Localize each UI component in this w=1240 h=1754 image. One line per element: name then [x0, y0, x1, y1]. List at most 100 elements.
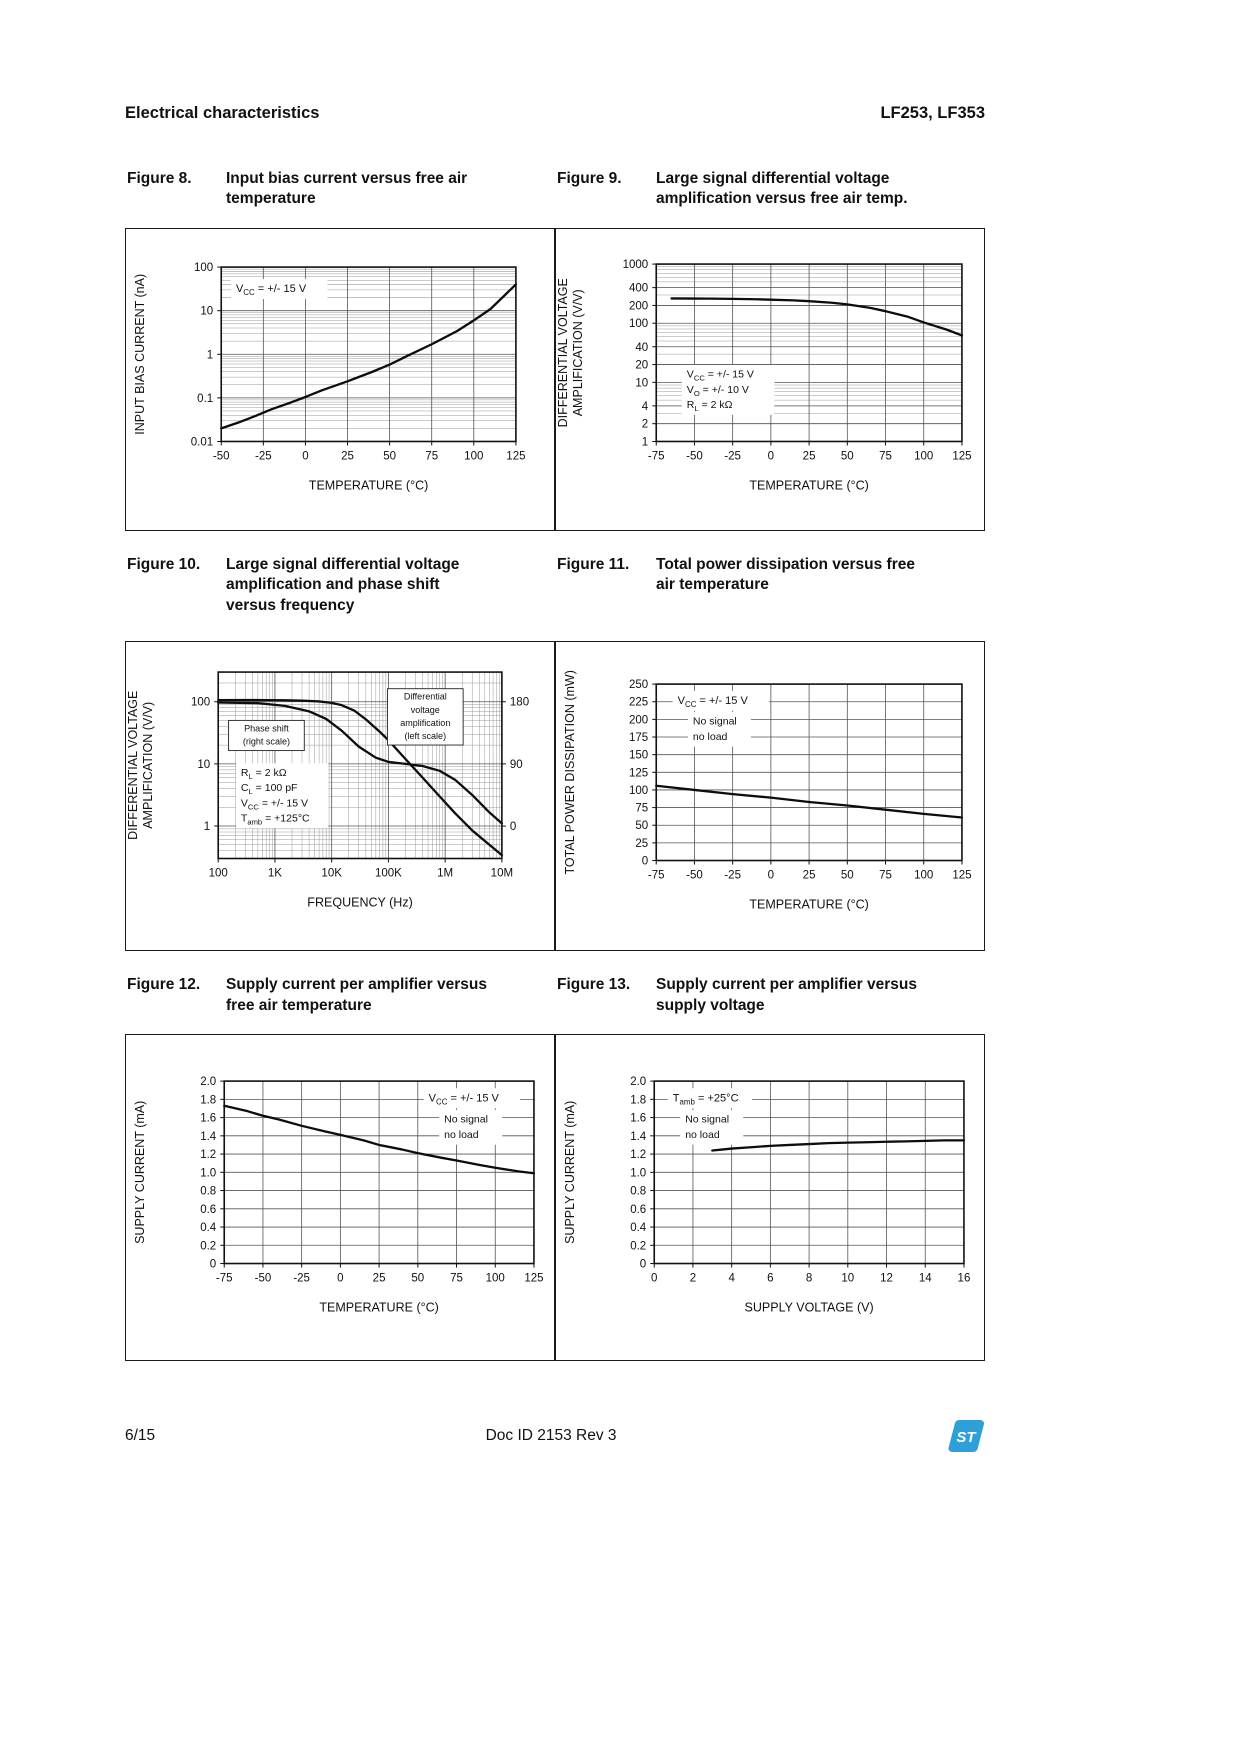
- figure-9-chart: -75 -50 -25 0 25 50 75 100 125 1 2 4 10 20 40 100 200 400…: [556, 259, 972, 493]
- svg-text:175: 175: [629, 732, 648, 744]
- svg-text:VCC = +/- 15 V: VCC = +/- 15 V: [241, 797, 308, 811]
- svg-text:100: 100: [629, 318, 648, 330]
- svg-text:No signal: No signal: [444, 1114, 488, 1126]
- svg-text:-75: -75: [648, 869, 665, 881]
- svg-text:6: 6: [767, 1273, 773, 1285]
- svg-text:-25: -25: [293, 1273, 310, 1285]
- svg-text:0.6: 0.6: [630, 1204, 646, 1216]
- svg-text:1.8: 1.8: [200, 1095, 216, 1107]
- svg-text:INPUT BIAS CURRENT (nA): INPUT BIAS CURRENT (nA): [133, 274, 147, 435]
- svg-text:1.4: 1.4: [200, 1131, 217, 1143]
- svg-text:AMPLIFICATION (V/V): AMPLIFICATION (V/V): [141, 701, 155, 828]
- svg-text:1K: 1K: [268, 867, 282, 879]
- svg-text:TEMPERATURE (°C): TEMPERATURE (°C): [749, 479, 869, 493]
- svg-text:20: 20: [635, 360, 648, 372]
- svg-text:75: 75: [450, 1273, 463, 1285]
- st-logo-text: ST: [956, 1429, 977, 1446]
- svg-text:125: 125: [952, 869, 971, 881]
- svg-text:50: 50: [635, 820, 648, 832]
- svg-text:No signal: No signal: [685, 1114, 729, 1126]
- svg-text:100: 100: [209, 867, 228, 879]
- figure-10: Figure 10. Large signal differential vol…: [125, 555, 555, 952]
- figure-8-title: Input bias current versus free air tempe…: [226, 170, 468, 208]
- figure-10-caption: Figure 10. Large signal differential vol…: [127, 555, 555, 629]
- svg-text:10: 10: [635, 377, 648, 389]
- figure-10-frame: 100 1K 10K 100K 1M 10M 1 10 100 0 90 180 FREQUENCY (…: [125, 640, 555, 952]
- svg-text:-25: -25: [724, 869, 741, 881]
- svg-text:0: 0: [302, 451, 308, 463]
- svg-text:TEMPERATURE (°C): TEMPERATURE (°C): [319, 1301, 439, 1315]
- svg-text:0: 0: [640, 1259, 646, 1271]
- svg-text:2.0: 2.0: [630, 1077, 646, 1089]
- figure-11-title: Total power dissipation versus free air …: [656, 555, 915, 594]
- svg-text:1.2: 1.2: [630, 1149, 646, 1161]
- svg-text:180: 180: [510, 696, 529, 708]
- figure-9: Figure 9. Large signal differential volt…: [555, 169, 985, 531]
- figure-9-caption: Figure 9. Large signal differential volt…: [557, 169, 985, 216]
- st-logo-shape: [948, 1420, 985, 1453]
- svg-text:0: 0: [210, 1259, 216, 1271]
- figure-12-label: Figure 12.: [127, 976, 201, 994]
- svg-text:4: 4: [642, 401, 649, 413]
- figure-8-chart: -50 -25 0 25 50 75 100 125 0.01 0.1 1 10 100 TEMPERAT…: [133, 262, 525, 492]
- svg-text:DIFFERENTIAL VOLTAGE: DIFFERENTIAL VOLTAGE: [126, 690, 140, 839]
- svg-text:2: 2: [642, 419, 648, 431]
- svg-text:-50: -50: [255, 1273, 272, 1285]
- svg-text:0.1: 0.1: [197, 393, 213, 405]
- svg-text:0: 0: [337, 1273, 343, 1285]
- figure-8: Figure 8. Input bias current versus free…: [125, 169, 555, 531]
- svg-text:150: 150: [629, 749, 648, 761]
- svg-text:4: 4: [728, 1273, 735, 1285]
- svg-text:100: 100: [486, 1273, 505, 1285]
- svg-text:0.2: 0.2: [630, 1241, 646, 1253]
- svg-text:-50: -50: [686, 451, 703, 463]
- svg-text:-50: -50: [686, 869, 703, 881]
- svg-text:VO = +/- 10 V: VO = +/- 10 V: [687, 384, 749, 398]
- svg-text:12: 12: [880, 1273, 893, 1285]
- svg-text:100: 100: [194, 262, 213, 274]
- svg-text:Differential: Differential: [404, 691, 447, 701]
- svg-text:1: 1: [204, 821, 210, 833]
- svg-text:25: 25: [803, 869, 816, 881]
- svg-text:(right scale): (right scale): [243, 736, 290, 746]
- figure-10-chart: 100 1K 10K 100K 1M 10M 1 10 100 0 90 180 FREQUENCY (…: [126, 670, 529, 909]
- svg-text:90: 90: [510, 759, 523, 771]
- svg-text:1.8: 1.8: [630, 1095, 646, 1107]
- svg-text:1.6: 1.6: [630, 1113, 646, 1125]
- svg-text:25: 25: [803, 451, 816, 463]
- svg-text:VCC = +/- 15 V: VCC = +/- 15 V: [236, 283, 307, 297]
- page-number: 6/15: [125, 1427, 156, 1445]
- svg-text:10: 10: [841, 1273, 854, 1285]
- svg-text:8: 8: [806, 1273, 812, 1285]
- svg-text:-25: -25: [724, 451, 741, 463]
- svg-text:RL = 2 kΩ: RL = 2 kΩ: [241, 766, 287, 780]
- figures-area: Figure 8. Input bias current versus free…: [125, 169, 985, 1362]
- svg-text:1.0: 1.0: [630, 1168, 646, 1180]
- svg-text:Tamb = +125°C: Tamb = +125°C: [241, 812, 310, 826]
- figure-11-caption: Figure 11. Total power dissipation versu…: [557, 555, 985, 629]
- figure-13-chart: 0 2 4 6 8 10 12 14 16 0 0.2 0.4 0.6 0.8 1.0 1.2 1.4 1.6 1.…: [563, 1077, 971, 1316]
- svg-text:50: 50: [841, 451, 854, 463]
- figure-10-label: Figure 10.: [127, 555, 201, 573]
- figure-11-label: Figure 11.: [557, 555, 630, 573]
- svg-text:40: 40: [635, 342, 648, 354]
- svg-text:SUPPLY VOLTAGE (V): SUPPLY VOLTAGE (V): [745, 1301, 874, 1315]
- svg-text:FREQUENCY (Hz): FREQUENCY (Hz): [307, 895, 412, 909]
- svg-text:0: 0: [768, 869, 774, 881]
- svg-text:1M: 1M: [437, 867, 453, 879]
- svg-text:0: 0: [768, 451, 774, 463]
- figure-11: Figure 11. Total power dissipation versu…: [555, 555, 985, 952]
- svg-text:0: 0: [642, 855, 648, 867]
- figure-12-chart: -75 -50 -25 0 25 50 75 100 125 0 0.2 0.4 0.6 0.8 1.0 1.…: [133, 1077, 544, 1316]
- page-footer: 6/15 Doc ID 2153 Rev 3 ST: [125, 1419, 985, 1453]
- svg-text:250: 250: [629, 679, 648, 691]
- svg-text:75: 75: [879, 869, 892, 881]
- svg-text:1.4: 1.4: [630, 1131, 647, 1143]
- svg-text:2.0: 2.0: [200, 1077, 216, 1089]
- svg-text:16: 16: [958, 1273, 971, 1285]
- svg-text:50: 50: [383, 451, 396, 463]
- svg-text:125: 125: [629, 767, 648, 779]
- svg-text:RL = 2 kΩ: RL = 2 kΩ: [687, 399, 733, 413]
- figure-8-caption: Figure 8. Input bias current versus free…: [127, 169, 555, 216]
